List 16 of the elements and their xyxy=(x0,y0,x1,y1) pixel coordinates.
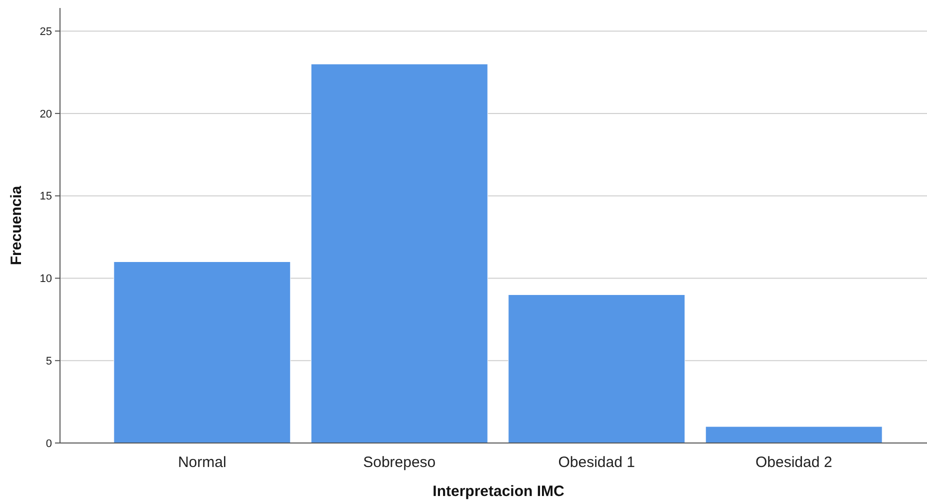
y-tick-label: 10 xyxy=(40,273,52,286)
x-tick-label: Obesidad 2 xyxy=(756,454,832,471)
y-tick-label: 15 xyxy=(40,190,52,203)
y-tick-label: 0 xyxy=(46,438,52,450)
bar xyxy=(114,262,291,444)
bar xyxy=(508,294,686,444)
x-axis-title: Interpretacion IMC xyxy=(432,483,565,500)
y-axis-title: Frecuencia xyxy=(8,185,25,266)
bar xyxy=(310,64,488,444)
x-tick-label: Sobrepeso xyxy=(363,454,436,471)
x-tick-label: Normal xyxy=(178,454,226,471)
x-tick-label: Obesidad 1 xyxy=(558,454,635,471)
y-tick-label: 5 xyxy=(46,355,52,368)
y-tick-label: 25 xyxy=(40,26,52,38)
y-tick-label: 20 xyxy=(40,108,52,120)
bar xyxy=(705,426,882,444)
